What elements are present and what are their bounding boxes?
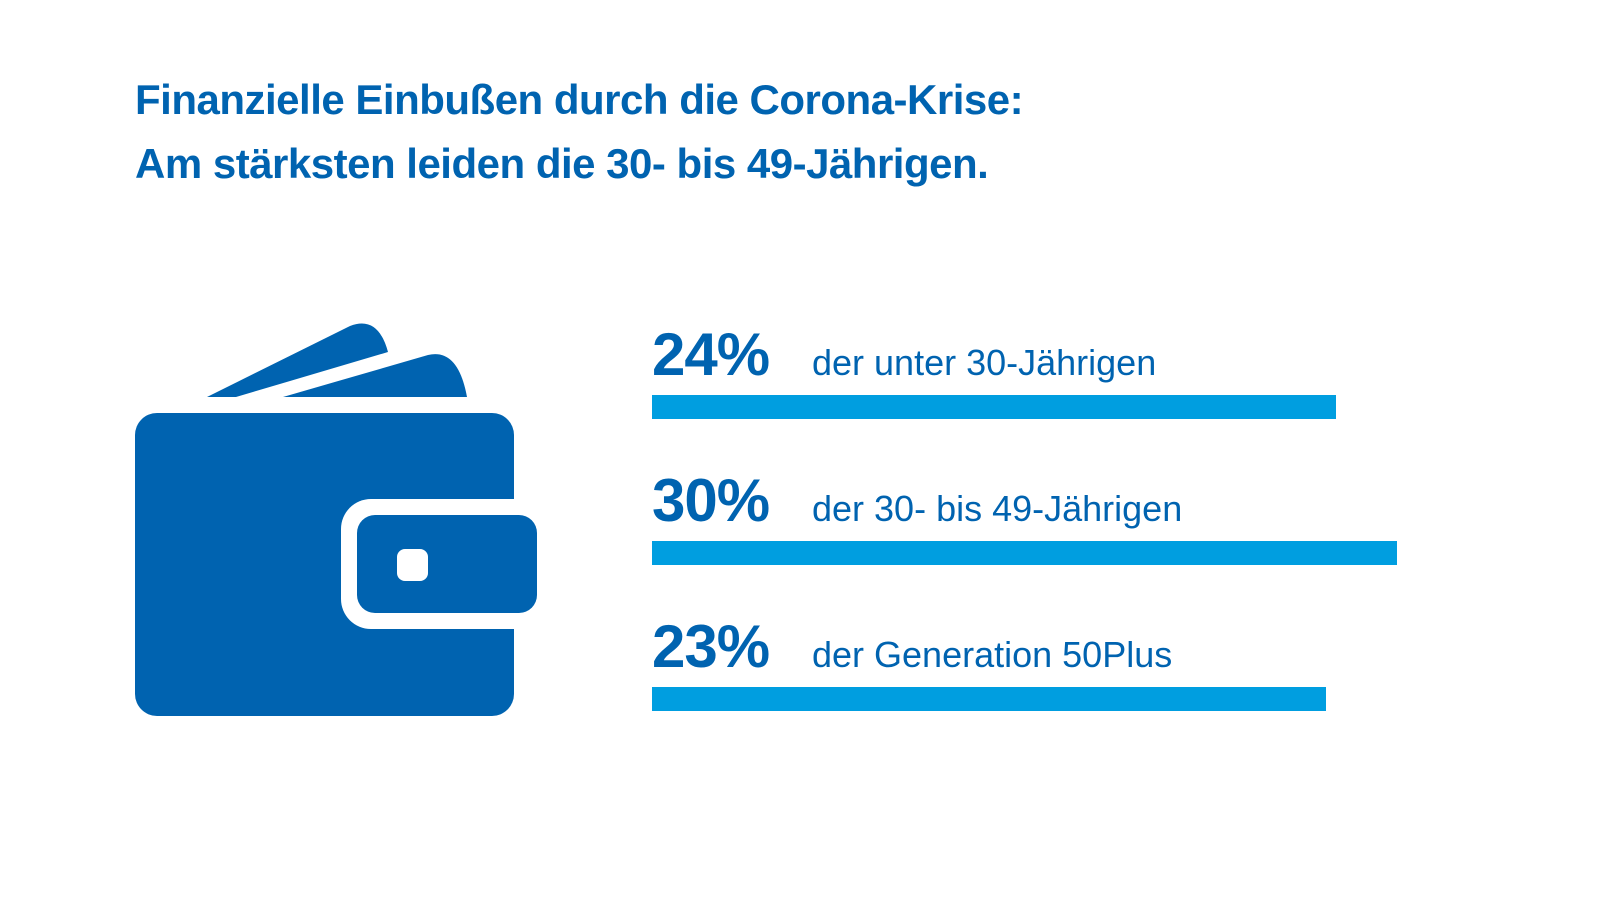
bar [652,687,1327,711]
title-line-2: Am stärksten leiden die 30- bis 49-Jähri… [135,140,989,187]
category-label: der 30- bis 49-Jährigen [812,488,1183,529]
title-line-1: Finanzielle Einbußen durch die Corona-Kr… [135,76,1024,123]
bar [652,395,1337,419]
wallet-icon [135,323,551,716]
category-label: der Generation 50Plus [812,634,1173,675]
category-label: der unter 30-Jährigen [812,342,1157,383]
value-label: 30% [652,467,770,534]
value-label: 23% [652,613,770,680]
chart-title: Finanzielle Einbußen durch die Corona-Kr… [135,68,1024,196]
bar [652,541,1398,565]
value-label: 24% [652,321,770,388]
